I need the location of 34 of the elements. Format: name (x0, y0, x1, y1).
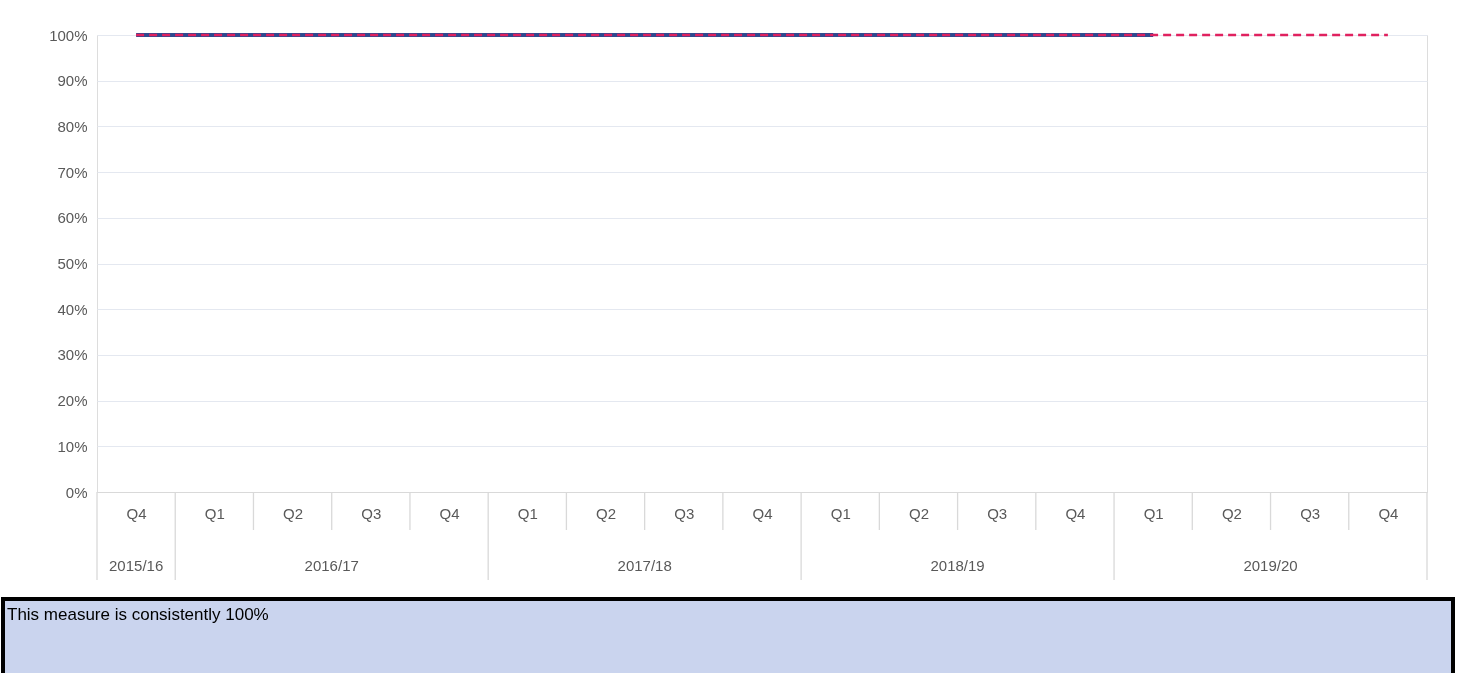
x-tick-label: Q3 (987, 504, 1008, 522)
y-tick-label: 100% (49, 26, 88, 44)
text: 2016/17 (304, 557, 359, 574)
y-tick-label: 60% (57, 209, 88, 227)
y-tick-label: 20% (57, 392, 88, 410)
x-tick-label: Q4 (126, 504, 147, 522)
x-tick-label: Q3 (674, 504, 695, 522)
x-tick-label: Q2 (908, 504, 929, 522)
x-tick-label: Q2 (596, 504, 617, 522)
text: This measure is consistently 100% (7, 605, 269, 624)
y-tick-label: 0% (65, 483, 88, 501)
y-tick-label: 10% (57, 437, 88, 455)
x-tick-label: Q4 (439, 504, 460, 522)
y-tick-label: 50% (57, 255, 88, 272)
x-tick-label: Q1 (1143, 504, 1164, 522)
y-tick-label: 80% (57, 117, 88, 135)
x-tick-label: Q4 (1378, 504, 1399, 522)
x-tick-label: Q2 (283, 504, 304, 522)
x-tick-label: Q2 (1221, 504, 1242, 522)
y-tick-label: 70% (57, 163, 88, 181)
x-tick-label: Q1 (517, 504, 538, 522)
x-tick-label: Q1 (204, 504, 225, 522)
x-tick-label: Q4 (752, 504, 773, 522)
x-tick-label: Q1 (830, 504, 851, 522)
y-tick-label: 40% (57, 300, 88, 318)
y-tick-label: 90% (57, 72, 88, 90)
x-tick-label: Q3 (1300, 504, 1321, 522)
x-tick-label: Q3 (361, 504, 382, 522)
text: 2019/20 (1243, 557, 1298, 574)
y-tick-label: 30% (57, 346, 88, 364)
text: 2018/19 (930, 557, 985, 574)
text: 2015/16 (109, 557, 164, 574)
x-tick-label: Q4 (1065, 504, 1086, 522)
text: 2017/18 (617, 557, 672, 574)
